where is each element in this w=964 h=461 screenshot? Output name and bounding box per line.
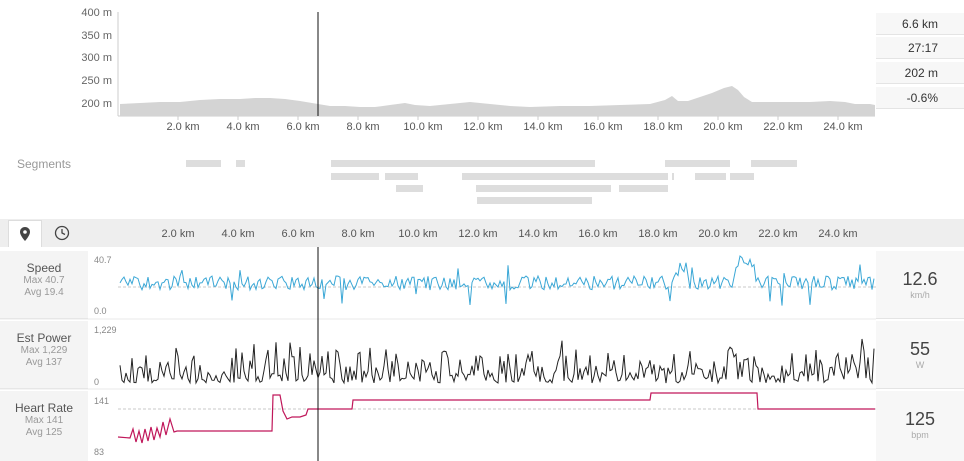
segment-bar[interactable] — [477, 197, 592, 204]
hr-ymax: 141 — [94, 396, 110, 406]
segment-bar[interactable] — [619, 185, 668, 192]
axis-tick: 4.0 km — [221, 228, 255, 240]
elev-x-tick: 24.0 km — [823, 121, 863, 133]
power-ymax: 1,229 — [94, 325, 117, 335]
power-max: Max 1,229 — [20, 345, 68, 356]
elev-x-tick: 20.0 km — [703, 121, 743, 133]
segment-bar[interactable] — [476, 185, 611, 192]
segment-bar[interactable] — [236, 160, 245, 167]
elev-x-tick: 8.0 km — [346, 121, 380, 133]
speed-ymax: 40.7 — [94, 255, 112, 265]
segment-bar[interactable] — [695, 173, 726, 180]
segment-bar[interactable] — [751, 160, 797, 167]
stat-time: 27:17 — [876, 37, 964, 59]
power-current: 55 W — [876, 321, 964, 389]
hr-current: 125 bpm — [876, 391, 964, 461]
clock-icon — [54, 225, 70, 241]
elev-y-tick: 350 m — [81, 30, 112, 42]
segment-bar[interactable] — [186, 160, 221, 167]
power-avg: Avg 137 — [25, 357, 63, 368]
elev-y-tick: 250 m — [81, 75, 112, 87]
tab-map[interactable] — [8, 220, 42, 247]
elev-x-tick: 10.0 km — [403, 121, 443, 133]
hr-unit: bpm — [911, 430, 929, 440]
stat-distance: 6.6 km — [876, 13, 964, 35]
elev-y-tick: 300 m — [81, 52, 112, 64]
power-ymin: 0 — [94, 377, 100, 387]
hr-max: Max 141 — [24, 415, 64, 426]
axis-tick: 16.0 km — [578, 228, 618, 240]
segment-bar[interactable] — [385, 173, 418, 180]
segment-bar[interactable] — [730, 173, 754, 180]
axis-tick: 22.0 km — [758, 228, 798, 240]
map-pin-icon — [20, 227, 30, 241]
chart-toolbar — [0, 219, 964, 247]
segment-bar[interactable] — [331, 160, 595, 167]
elevation-plot — [117, 12, 875, 120]
segments-label: Segments — [17, 157, 72, 171]
power-value: 55 — [909, 339, 931, 359]
segment-bar[interactable] — [672, 173, 674, 180]
elev-x-tick: 16.0 km — [583, 121, 623, 133]
hr-title: Heart Rate — [14, 401, 74, 415]
segment-bar[interactable] — [396, 185, 423, 192]
hr-row-label: Heart Rate Max 141 Avg 125 — [0, 391, 88, 461]
speed-current: 12.6 km/h — [876, 251, 964, 319]
power-unit: W — [915, 360, 925, 370]
stat-grade: -0.6% — [876, 87, 964, 109]
speed-avg: Avg 19.4 — [24, 287, 64, 298]
axis-tick: 14.0 km — [518, 228, 558, 240]
axis-tick: 18.0 km — [638, 228, 678, 240]
axis-tick: 6.0 km — [281, 228, 315, 240]
axis-tick: 12.0 km — [458, 228, 498, 240]
elev-y-tick: 200 m — [81, 98, 112, 110]
elevation-chart[interactable]: 400 m 350 m 300 m 250 m 200 m 2.0 km 4.0… — [0, 0, 964, 140]
segment-bar[interactable] — [331, 173, 379, 180]
speed-value: 12.6 — [902, 269, 938, 289]
elev-x-tick: 18.0 km — [643, 121, 683, 133]
speed-title: Speed — [26, 261, 62, 275]
elev-x-tick: 12.0 km — [463, 121, 503, 133]
segment-bar[interactable] — [665, 160, 730, 167]
hr-value: 125 — [904, 409, 936, 429]
power-row-label: Est Power Max 1,229 Avg 137 — [0, 321, 88, 389]
elev-x-tick: 4.0 km — [226, 121, 260, 133]
elev-x-tick: 2.0 km — [166, 121, 200, 133]
elev-x-ticks — [177, 116, 839, 120]
axis-tick: 8.0 km — [341, 228, 375, 240]
tab-time[interactable] — [46, 220, 78, 246]
distance-axis: 2.0 km 4.0 km 6.0 km 8.0 km 10.0 km 12.0… — [0, 228, 964, 244]
heart-rate-trace — [117, 392, 875, 444]
axis-tick: 20.0 km — [698, 228, 738, 240]
hr-ymin: 83 — [94, 447, 105, 457]
elev-y-tick: 400 m — [81, 7, 112, 19]
stat-elevation: 202 m — [876, 62, 964, 84]
elev-x-tick: 22.0 km — [763, 121, 803, 133]
elev-x-tick: 14.0 km — [523, 121, 563, 133]
speed-max: Max 40.7 — [23, 275, 65, 286]
power-title: Est Power — [16, 331, 72, 345]
activity-traces[interactable] — [0, 247, 964, 461]
axis-tick: 2.0 km — [161, 228, 195, 240]
power-trace — [119, 338, 875, 385]
speed-trace — [119, 255, 875, 306]
axis-tick: 10.0 km — [398, 228, 438, 240]
axis-tick: 24.0 km — [818, 228, 858, 240]
speed-unit: km/h — [910, 290, 930, 300]
elev-x-tick: 6.0 km — [286, 121, 320, 133]
segments-area — [0, 155, 964, 210]
hr-avg: Avg 125 — [25, 427, 63, 438]
segment-bar[interactable] — [462, 173, 668, 180]
speed-ymin: 0.0 — [94, 306, 107, 316]
